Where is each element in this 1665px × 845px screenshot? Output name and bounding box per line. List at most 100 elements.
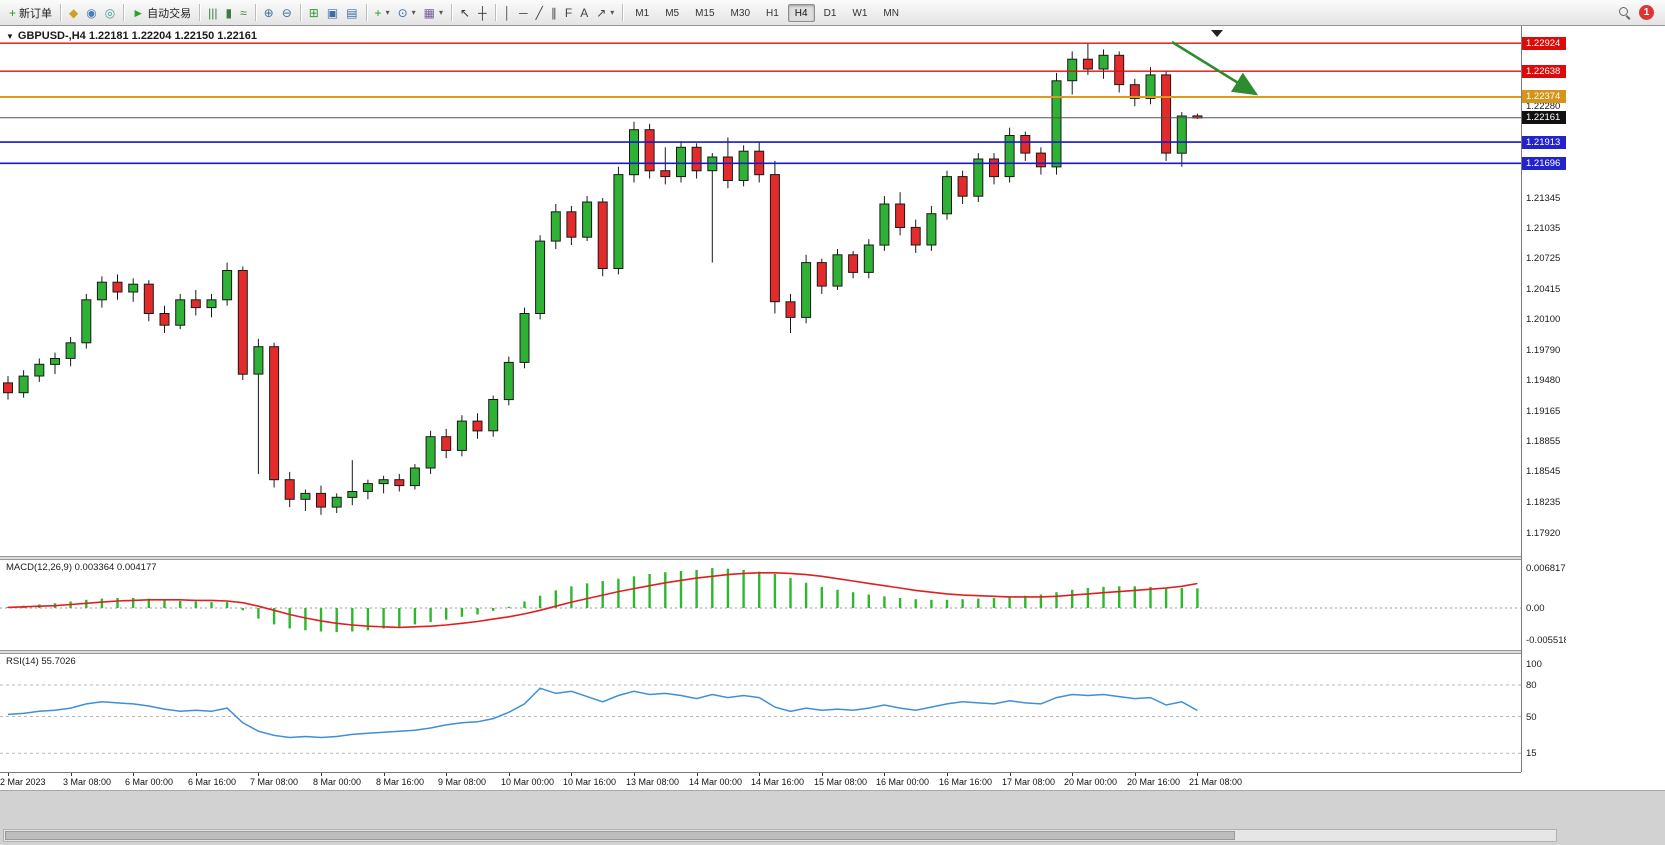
horizontal-scrollbar[interactable] (3, 829, 1557, 842)
autotrading-play-icon: ► (132, 5, 145, 20)
timeframe-m1-button[interactable]: M1 (635, 7, 650, 19)
time-tick (571, 773, 573, 776)
line-chart-button[interactable]: ≈ (236, 3, 251, 23)
rsi-axis-label: 50 (1526, 712, 1537, 723)
macd-axis-label: -0.005518 (1526, 635, 1569, 646)
search-icon[interactable] (1618, 6, 1631, 19)
time-axis-label: 17 Mar 08:00 (1002, 777, 1056, 787)
channel-button[interactable]: ∥ (547, 3, 561, 23)
trendline-icon: ╱ (535, 5, 543, 20)
fibonacci-button[interactable]: F (561, 3, 576, 23)
vertical-line-button[interactable]: │ (500, 3, 516, 23)
scroll-end-marker-icon[interactable] (1211, 30, 1223, 37)
time-axis-label: 8 Mar 16:00 (376, 777, 425, 787)
candlestick-chart-button[interactable]: ▮ (221, 3, 236, 23)
toolbar-separator (123, 4, 125, 21)
arrange-windows-button[interactable]: ▤ (342, 3, 361, 23)
macd-chart[interactable] (0, 560, 1521, 650)
price-axis-label: 1.20725 (1526, 253, 1561, 264)
horizontal-line-button[interactable]: ─ (515, 3, 532, 23)
channel-icon: ∥ (550, 5, 557, 20)
time-axis-label: 16 Mar 00:00 (876, 777, 930, 787)
time-axis-label: 10 Mar 00:00 (501, 777, 555, 787)
time-tick (195, 773, 197, 776)
market-watch-button[interactable]: ◆ (65, 3, 82, 23)
notification-badge[interactable]: 1 (1639, 5, 1654, 20)
horizontal-price-lines[interactable] (0, 42, 1521, 165)
bar-chart-button[interactable]: ||| (204, 3, 221, 23)
zoom-in-icon: ⊕ (263, 5, 274, 20)
time-tick (321, 773, 322, 776)
toolbar-separator (254, 4, 256, 21)
dropdown-caret-icon: ▾ (411, 8, 416, 17)
chart-title: GBPUSD-,H4 1.22181 1.22204 1.22150 1.221… (17, 30, 258, 42)
macd-panel[interactable]: MACD(12,26,9) 0.003364 0.004177 (0, 560, 1521, 650)
cascade-windows-button[interactable]: ▣ (323, 3, 342, 23)
price-axis-label: 1.18545 (1526, 466, 1561, 477)
new-order-button[interactable]: + 新订单 (5, 3, 56, 23)
time-axis-label: 8 Mar 00:00 (313, 777, 362, 787)
autotrading-button[interactable]: ► 自动交易 (128, 3, 195, 23)
time-tick (383, 773, 385, 776)
zoom-in-button[interactable]: ⊕ (260, 3, 278, 23)
panel-divider[interactable] (0, 556, 1521, 560)
terminal-icon: ◎ (104, 5, 116, 20)
templates-button[interactable]: ▦ ▾ (420, 3, 447, 23)
timeframe-m15-button[interactable]: M15 (695, 7, 715, 19)
time-tick (947, 773, 948, 776)
time-tick (696, 773, 698, 776)
navigator-button[interactable]: ◉ (82, 3, 100, 23)
panel-divider[interactable] (0, 650, 1521, 654)
toolbar-separator (451, 4, 453, 21)
time-tick (759, 773, 761, 776)
dropdown-caret-icon: ▾ (439, 8, 444, 17)
periods-button[interactable]: ⊙ ▾ (394, 3, 420, 23)
crosshair-button[interactable]: ┼ (474, 3, 491, 23)
timeframe-h1-button[interactable]: H1 (766, 7, 779, 19)
time-axis-label: 21 Mar 08:00 (1189, 777, 1243, 787)
rsi-line (7, 687, 1198, 739)
timeframe-mn-button[interactable]: MN (883, 7, 899, 19)
vertical-line-icon: │ (503, 5, 512, 20)
timeframe-m5-button[interactable]: M5 (665, 7, 680, 19)
indicators-button[interactable]: + ▾ (371, 3, 394, 23)
trendline-button[interactable]: ╱ (532, 3, 547, 23)
macd-signal-line (7, 572, 1198, 629)
terminal-button[interactable]: ◎ (101, 3, 119, 23)
candlestick-icon: ▮ (225, 5, 233, 20)
timeframe-d1-button[interactable]: D1 (823, 7, 837, 19)
cursor-button[interactable]: ↖ (456, 3, 474, 23)
scrollbar-thumb[interactable] (5, 831, 1235, 840)
arrows-button[interactable]: ↗ ▾ (592, 3, 618, 23)
price-tag: 1.21696 (1522, 157, 1567, 170)
rsi-chart[interactable] (0, 654, 1521, 772)
time-tick (1134, 773, 1136, 776)
timeframe-w1-button[interactable]: W1 (852, 7, 868, 19)
text-button[interactable]: A (576, 3, 592, 23)
tile-windows-button[interactable]: ⊞ (305, 3, 323, 23)
time-tick (446, 773, 448, 776)
price-axis-label: 1.21345 (1526, 193, 1561, 204)
time-tick (821, 773, 823, 776)
new-order-button-label: 新订单 (19, 7, 53, 20)
candlestick-chart[interactable] (0, 26, 1521, 556)
price-axis-label: 1.19790 (1526, 345, 1561, 356)
text-icon: A (580, 5, 589, 20)
price-chart-panel[interactable]: ▼ GBPUSD-,H4 1.22181 1.22204 1.22150 1.2… (0, 26, 1521, 556)
trend-arrow-annotation[interactable] (1171, 40, 1259, 96)
zoom-out-button[interactable]: ⊖ (278, 3, 296, 23)
price-axis-label: 1.17920 (1526, 528, 1561, 539)
macd-axis-label: 0.006817 (1526, 563, 1566, 574)
crosshair-icon: ┼ (478, 5, 487, 20)
right-gutter (1566, 26, 1665, 790)
timeframe-h4-button[interactable]: H4 (787, 3, 815, 22)
time-tick (508, 773, 510, 776)
rsi-panel[interactable]: RSI(14) 55.7026 (0, 654, 1521, 772)
cascade-windows-icon: ▣ (326, 5, 339, 20)
toolbar-separator (494, 4, 496, 21)
time-axis-label: 16 Mar 16:00 (939, 777, 993, 787)
timeframe-m30-button[interactable]: M30 (730, 7, 750, 19)
price-tag: 1.22638 (1522, 65, 1567, 78)
chart-collapse-icon[interactable]: ▼ (6, 31, 14, 41)
